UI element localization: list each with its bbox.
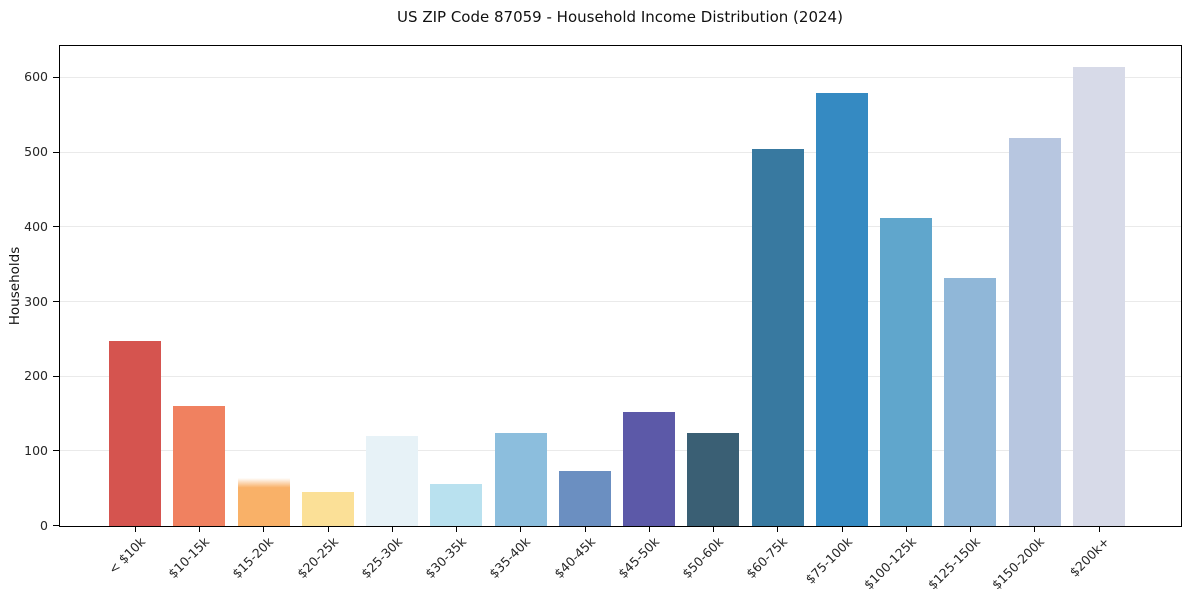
y-tick-label-300: 300 <box>24 293 48 309</box>
bar-45-50k <box>623 412 675 526</box>
x-tick-mark-75-100k <box>841 527 843 532</box>
gridline-100 <box>60 450 1181 452</box>
gridline-500 <box>60 151 1181 153</box>
bar-40-45k <box>558 470 611 526</box>
y-tick-mark-100 <box>53 450 59 452</box>
x-tick-label-text: $200k+ <box>1066 534 1112 580</box>
y-tick-label-600: 600 <box>24 69 48 85</box>
bar-75-100k <box>815 92 868 526</box>
y-tick-mark-500 <box>53 151 59 153</box>
y-tick-mark-0 <box>53 525 59 527</box>
bar-25-30k <box>366 436 418 526</box>
x-tick-mark-60-75k <box>777 527 779 532</box>
bar-15-20k <box>237 478 290 526</box>
x-tick-mark-125-150k <box>970 527 972 532</box>
bar-30-35k <box>430 484 483 526</box>
x-tick-mark-15-20k <box>263 527 265 532</box>
bar-200k <box>1072 67 1125 526</box>
y-tick-label-400: 400 <box>24 218 48 234</box>
bar-50-60k <box>687 433 740 526</box>
x-tick-mark-50-60k <box>713 527 715 532</box>
gridline-200 <box>60 375 1181 377</box>
y-axis-label: Households <box>7 246 23 326</box>
bar-20-25k <box>301 492 354 526</box>
gridline-600 <box>60 76 1181 78</box>
y-tick-label-200: 200 <box>24 368 48 384</box>
plot-area <box>59 45 1182 527</box>
x-tick-mark-40-45k <box>584 527 586 532</box>
chart-title: US ZIP Code 87059 - Household Income Dis… <box>397 8 843 26</box>
bar-10k <box>109 340 161 526</box>
y-tick-label-100: 100 <box>24 442 48 458</box>
bar-35-40k <box>494 432 547 526</box>
y-tick-label-500: 500 <box>24 144 48 160</box>
x-tick-mark-35-40k <box>520 527 522 532</box>
y-tick-label-0: 0 <box>40 517 48 533</box>
y-tick-mark-200 <box>53 375 59 377</box>
x-tick-mark-10-15k <box>199 527 201 532</box>
x-tick-mark-200k <box>1098 527 1100 532</box>
y-tick-mark-400 <box>53 226 59 228</box>
bar-10-15k <box>173 406 226 526</box>
x-tick-mark-25-30k <box>391 527 393 532</box>
gridline-400 <box>60 226 1181 228</box>
bar-100-125k <box>880 218 932 526</box>
x-tick-mark-20-25k <box>327 527 329 532</box>
bar-60-75k <box>751 148 804 526</box>
gridline-300 <box>60 300 1181 302</box>
x-tick-mark-45-50k <box>648 527 650 532</box>
x-tick-mark-150-200k <box>1034 527 1036 532</box>
bar-150-200k <box>1008 138 1061 526</box>
x-tick-mark-30-35k <box>456 527 458 532</box>
bar-125-150k <box>944 278 997 526</box>
y-tick-mark-300 <box>53 300 59 303</box>
y-tick-mark-600 <box>53 76 59 78</box>
x-tick-label-200k: $200k+ <box>971 534 1112 580</box>
x-tick-mark-10k <box>134 527 136 532</box>
x-tick-mark-100-125k <box>905 527 907 532</box>
